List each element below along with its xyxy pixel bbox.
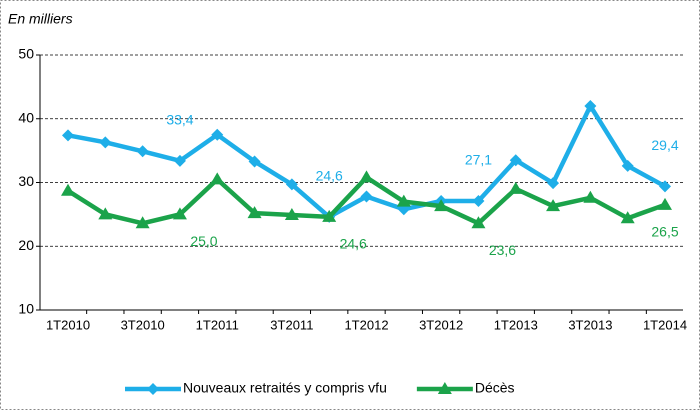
legend-label: Nouveaux retraités y compris vfu <box>183 380 387 396</box>
x-tick-label: 1T2010 <box>46 317 90 332</box>
y-tick-label: 20 <box>18 237 34 253</box>
marker <box>136 145 149 158</box>
data-label: 24,6 <box>340 236 367 252</box>
marker <box>509 154 522 167</box>
chart-subtitle: En milliers <box>8 11 73 27</box>
marker <box>322 209 337 222</box>
x-tick-label: 3T2013 <box>568 317 612 332</box>
marker <box>173 154 186 167</box>
marker <box>471 216 486 229</box>
data-label: 29,4 <box>651 137 678 153</box>
y-tick-label: 50 <box>18 46 34 62</box>
marker <box>434 199 449 212</box>
x-tick-label: 1T2014 <box>643 317 687 332</box>
data-label: 33,4 <box>166 112 193 128</box>
marker <box>360 190 373 203</box>
marker <box>172 207 187 220</box>
marker <box>62 129 74 142</box>
y-tick-label: 40 <box>18 109 34 125</box>
legend-marker <box>437 382 452 394</box>
data-label: 25,0 <box>190 233 217 249</box>
marker <box>583 190 598 203</box>
marker <box>396 194 411 207</box>
marker <box>472 194 485 207</box>
marker <box>658 197 672 210</box>
marker <box>99 136 112 149</box>
x-tick-label: 3T2011 <box>270 317 313 332</box>
legend-marker <box>147 383 159 395</box>
marker <box>584 100 597 112</box>
data-label: 26,5 <box>651 224 678 240</box>
marker <box>98 207 113 220</box>
legend-label: Décès <box>475 380 515 396</box>
marker <box>61 183 75 196</box>
data-label: 27,1 <box>465 152 492 168</box>
data-label: 23,6 <box>489 242 516 258</box>
marker <box>248 155 261 168</box>
marker <box>546 199 561 212</box>
marker <box>285 178 298 191</box>
marker <box>210 172 225 185</box>
y-tick-label: 10 <box>18 301 34 317</box>
x-tick-label: 1T2012 <box>344 317 388 332</box>
marker <box>620 211 635 224</box>
x-tick-label: 1T2011 <box>196 317 239 332</box>
marker <box>211 128 224 141</box>
x-tick-label: 1T2013 <box>494 317 538 332</box>
marker <box>135 216 150 229</box>
marker <box>508 181 523 194</box>
data-label: 24,6 <box>316 168 343 184</box>
marker <box>621 159 634 172</box>
x-tick-label: 3T2012 <box>419 317 463 332</box>
marker <box>247 206 262 219</box>
x-tick-label: 3T2010 <box>121 317 165 332</box>
marker <box>284 208 299 221</box>
y-tick-label: 30 <box>18 173 34 189</box>
marker <box>359 170 374 183</box>
marker <box>547 177 560 190</box>
marker <box>659 180 671 193</box>
